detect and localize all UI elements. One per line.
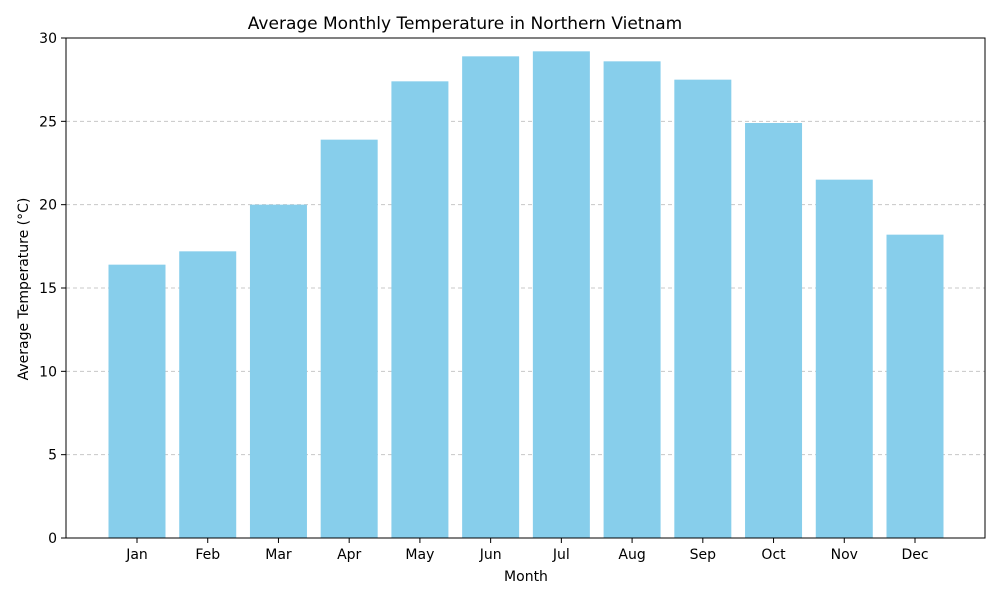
y-tick-label: 10: [39, 364, 57, 380]
bar-dec: [886, 234, 944, 538]
chart-title: Average Monthly Temperature in Northern …: [248, 14, 682, 34]
x-tick-label-oct: Oct: [761, 547, 786, 563]
x-tick-label-feb: Feb: [195, 547, 220, 563]
x-tick-label-may: May: [405, 547, 434, 563]
bar-may: [391, 81, 449, 538]
bar-jul: [532, 51, 590, 538]
y-tick-label: 0: [48, 531, 57, 547]
x-tick-label-dec: Dec: [901, 547, 928, 563]
x-tick-label-jul: Jul: [552, 547, 570, 563]
x-axis-ticks: Jan Feb Mar Apr May Jun Jul Aug Sep Oct Nov Dec: [125, 538, 929, 563]
bar-feb: [179, 251, 237, 539]
y-axis-label: Average Temperature (°C): [16, 198, 32, 381]
x-tick-label-jan: Jan: [125, 547, 148, 563]
y-tick-label: 5: [48, 448, 57, 464]
y-tick-label: 20: [39, 198, 57, 214]
bar-aug: [603, 61, 661, 538]
bar-mar: [249, 204, 307, 538]
x-tick-label-aug: Aug: [618, 547, 645, 563]
bars: [108, 51, 944, 539]
y-tick-label: 30: [39, 31, 57, 47]
bar-apr: [320, 139, 378, 538]
x-tick-label-nov: Nov: [831, 547, 858, 563]
x-tick-label-apr: Apr: [337, 547, 361, 563]
y-tick-label: 15: [39, 281, 57, 297]
bar-nov: [815, 179, 873, 538]
bar-jun: [462, 56, 520, 538]
bar-jan: [108, 264, 166, 538]
bar-oct: [745, 123, 803, 538]
x-axis-label: Month: [504, 569, 548, 585]
y-tick-label: 25: [39, 114, 57, 130]
y-axis-ticks: 0 5 10 15 20 25 30: [39, 31, 66, 547]
x-tick-label-sep: Sep: [690, 547, 717, 563]
bar-sep: [674, 79, 732, 539]
x-tick-label-jun: Jun: [479, 547, 502, 563]
x-tick-label-mar: Mar: [265, 547, 292, 563]
